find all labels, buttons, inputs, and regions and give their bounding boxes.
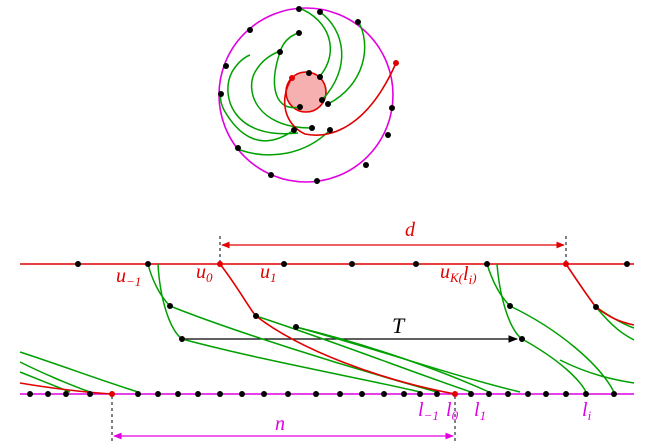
label-u0: u0	[196, 261, 213, 285]
inner-points	[277, 30, 333, 133]
disk-red-curve	[283, 62, 397, 136]
inner-red-point	[289, 75, 295, 81]
label-u-minus1: u−1	[116, 265, 141, 289]
label-u1: u1	[260, 261, 277, 285]
label-l1: l1	[474, 399, 486, 423]
strip-red-curves	[19, 263, 635, 395]
top-line-points	[75, 261, 630, 342]
outer-circle-points	[218, 6, 395, 184]
label-l0: l0	[446, 399, 459, 423]
label-n: n	[275, 413, 285, 435]
disk-green-curves	[219, 7, 366, 156]
disk-diagram	[218, 6, 399, 184]
bottom-line-points	[27, 391, 617, 397]
strip-diagram: d u−1 u0 u1 uK(li) T l−1 l0 l1 li n	[19, 219, 635, 444]
top-line-red-points	[217, 261, 569, 267]
label-li: li	[582, 399, 592, 423]
label-l-minus1: l−1	[418, 399, 439, 423]
dashed-guides	[111, 236, 567, 444]
label-uK: uK(li)	[440, 261, 477, 287]
bottom-line-red-points	[109, 391, 458, 397]
label-d: d	[405, 219, 416, 241]
label-T: T	[392, 313, 406, 338]
outer-red-point	[393, 60, 399, 66]
strip-green-curves	[19, 263, 635, 393]
